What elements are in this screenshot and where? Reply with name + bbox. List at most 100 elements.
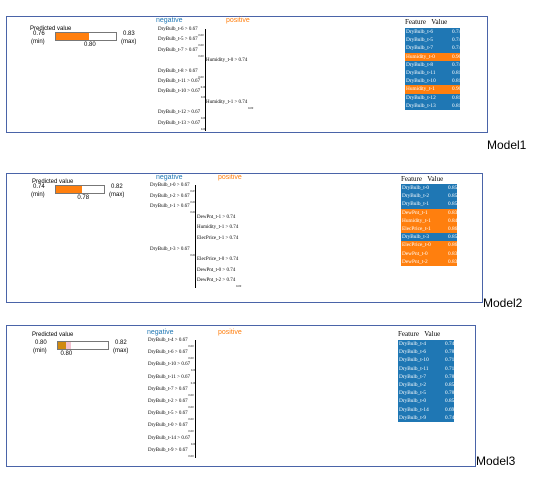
- condition-item: DryBulb_t-11 > 0.67 0.00: [158, 79, 206, 89]
- feature-value: 0.74: [445, 341, 455, 347]
- feature-value: 0.81: [452, 78, 462, 85]
- feature-row: DryBulb_t-9 0.74: [398, 413, 454, 422]
- feature-name: DryBulb_t-6: [406, 29, 434, 35]
- condition-text: DryBulb_t-8 > 0.67: [158, 68, 198, 74]
- predicted-value-fill: [56, 33, 89, 40]
- feature-value: 0.85: [445, 398, 455, 405]
- feature-row: Humidity_t-1 0.90: [405, 85, 461, 94]
- feature-name: DryBulb_t-14: [399, 406, 429, 413]
- predicted-min-label: (min): [33, 348, 47, 354]
- feature-value: 0.86: [448, 242, 458, 249]
- feature-row: DewPnt_t-2 0.83: [401, 257, 457, 266]
- feature-value: 0.85: [448, 185, 458, 191]
- feature-header: Feature: [398, 330, 419, 338]
- condition-text: DryBulb_t-11 > 0.67: [148, 374, 190, 380]
- condition-text: DryBulb_t-5 > 0.67: [158, 37, 198, 43]
- condition-value: 0.00: [188, 344, 194, 348]
- feature-row: DryBulb_t-5 0.78: [398, 389, 455, 398]
- feature-row: DryBulb_t-7 0.78: [398, 372, 455, 381]
- condition-value: 0.00: [190, 210, 196, 215]
- condition-value: 0.00: [190, 441, 197, 446]
- predicted-value-range: [65, 342, 71, 349]
- value-header: Value: [427, 175, 444, 183]
- tree-line: [205, 29, 206, 131]
- condition-item: DryBulb_t-13 > 0.67 0.00: [158, 120, 206, 131]
- condition-text: DryBulb_t-12 > 0.67: [158, 110, 201, 116]
- feature-value: 0.74: [452, 37, 462, 44]
- condition-item: Humidity_t-1 > 0.74: [197, 225, 238, 230]
- feature-value: 0.69: [445, 406, 455, 413]
- feature-name: DryBulb_t-2: [399, 381, 427, 388]
- positive-header: positive: [226, 17, 250, 24]
- feature-name: DryBulb_t-7: [406, 45, 434, 52]
- condition-text: Humidity_t-1 > 0.74: [197, 225, 239, 231]
- feature-name: DryBulb_t-10: [399, 357, 429, 364]
- feature-value: 0.90: [452, 53, 462, 60]
- predicted-max-label: (max): [109, 192, 125, 198]
- condition-value: 0.00: [200, 126, 207, 131]
- condition-text: DryBulb_t-0 > 0.67: [150, 183, 190, 188]
- condition-value: 0.00: [198, 74, 204, 79]
- feature-row: DryBulb_t-8 0.74: [405, 60, 462, 69]
- feature-table: DryBulb_t-6 0.74 DryBulb_t-5 0.74 DryBulb_t-…: [405, 28, 462, 110]
- condition-item: Humidity_t-0 > 0.74: [206, 58, 247, 63]
- feature-name: DryBulb_t-13: [406, 102, 436, 109]
- predicted-value: 0.78: [77, 195, 90, 201]
- feature-value-header: Feature Value: [401, 175, 443, 183]
- feature-name: Humidity_t-0: [406, 53, 435, 60]
- condition-item: DryBulb_t-10 > 0.67 0.00: [148, 362, 196, 372]
- model1-label: Model1: [487, 138, 527, 152]
- feature-value: 0.85: [448, 193, 458, 200]
- feature-value: 0.71: [445, 357, 455, 364]
- condition-item: DryBulb_t-5 > 0.67 0.00: [158, 37, 204, 47]
- condition-value: 0.00: [188, 429, 194, 434]
- feature-name: DryBulb_t-7: [399, 373, 427, 380]
- feature-row: ElecPrice_t-0 0.86: [401, 241, 458, 250]
- feature-value: 0.81: [452, 94, 462, 101]
- condition-text: ElecPrice_t-1 > 0.74: [197, 236, 239, 241]
- feature-row: DryBulb_t-11 0.71: [398, 364, 454, 373]
- condition-item: DryBulb_t-2 > 0.67 0.00: [150, 193, 196, 204]
- feature-row: Humidity_t-1 0.84: [401, 216, 457, 225]
- condition-item: DryBulb_t-6 > 0.67 0.00: [148, 350, 194, 360]
- condition-text: DryBulb_t-0 > 0.67: [148, 423, 188, 429]
- predicted-max-value: 0.82: [111, 184, 123, 190]
- feature-value: 0.78: [445, 373, 455, 380]
- negative-header: negative: [147, 329, 174, 336]
- condition-item: Humidity_t-1 > 0.74 0.00: [206, 100, 253, 110]
- condition-text: DryBulb_t-6 > 0.67: [148, 350, 188, 356]
- feature-row: DryBulb_t-10 0.71: [398, 356, 455, 365]
- feature-value: 0.78: [445, 390, 455, 397]
- condition-value: 0.00: [200, 95, 207, 100]
- feature-name: DryBulb_t-6: [399, 349, 427, 356]
- condition-text: DryBulb_t-2 > 0.67: [150, 193, 190, 199]
- model2-label: Model2: [483, 296, 523, 310]
- predicted-value-title: Predicted value: [30, 26, 72, 32]
- feature-row: DewPnt_t-0 0.83: [401, 249, 457, 258]
- predicted-min-label: (min): [31, 192, 45, 198]
- feature-value-header: Feature Value: [398, 330, 440, 338]
- condition-value: 0.03: [190, 189, 196, 193]
- feature-value: 0.74: [452, 61, 462, 68]
- feature-value: 0.85: [448, 234, 458, 241]
- feature-name: DryBulb_t-3: [402, 234, 430, 241]
- feature-row: DryBulb_t-11 0.81: [405, 68, 462, 78]
- feature-row: DryBulb_t-14 0.69: [398, 405, 455, 414]
- tree-line: [195, 340, 196, 458]
- feature-value: 0.81: [452, 69, 462, 76]
- feature-row: Humidity_t-0 0.90: [405, 52, 462, 61]
- feature-name: DryBulb_t-0: [399, 398, 427, 405]
- feature-row: DryBulb_t-6 0.74: [405, 28, 461, 37]
- condition-value: 0.00: [188, 405, 194, 409]
- condition-item: ElecPrice_t-0 > 0.74: [197, 257, 238, 262]
- feature-value: 0.85: [448, 201, 458, 208]
- condition-text: DryBulb_t-13 > 0.67: [158, 120, 201, 126]
- condition-text: DryBulb_t-9 > 0.67: [148, 447, 188, 453]
- feature-row: DryBulb_t-12 0.81: [405, 93, 462, 102]
- condition-text: DryBulb_t-7 > 0.67: [148, 386, 188, 392]
- feature-value: 0.81: [452, 102, 462, 109]
- condition-item: DryBulb_t-12 > 0.67 0.00: [158, 110, 206, 120]
- condition-text: DryBulb_t-5 > 0.67: [148, 411, 188, 417]
- condition-value: 0.00: [198, 53, 204, 58]
- feature-row: DryBulb_t-2 0.85: [398, 380, 454, 390]
